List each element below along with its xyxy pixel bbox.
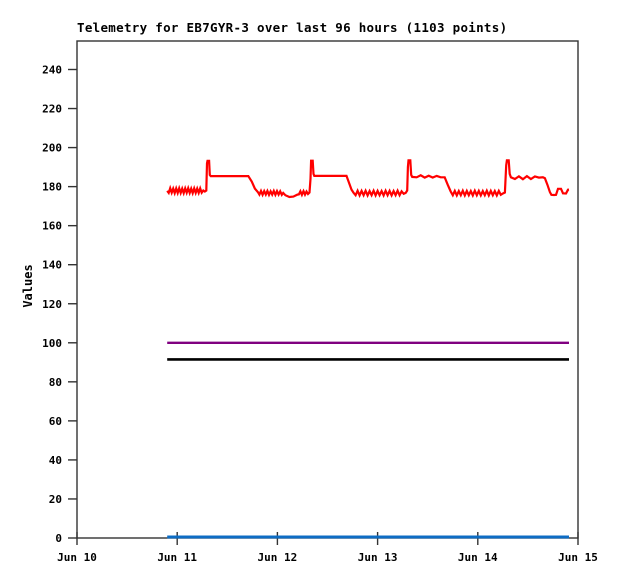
- y-tick-label: 20: [49, 493, 62, 506]
- y-tick-label: 140: [42, 259, 62, 272]
- y-tick-label: 180: [42, 181, 62, 194]
- x-tick-label: Jun 12: [258, 551, 298, 564]
- x-tick-label: Jun 11: [157, 551, 197, 564]
- x-tick-label: Jun 14: [458, 551, 498, 564]
- y-tick-label: 200: [42, 142, 62, 155]
- y-tick-label: 80: [49, 376, 62, 389]
- series-line-red-channel: [166, 159, 570, 199]
- x-tick-label: Jun 15: [558, 551, 598, 564]
- y-tick-label: 60: [49, 415, 62, 428]
- y-tick-label: 240: [42, 64, 62, 77]
- y-axis-label: Values: [21, 264, 35, 308]
- y-tick-label: 40: [49, 454, 62, 467]
- y-tick-label: 100: [42, 337, 62, 350]
- y-tick-label: 160: [42, 220, 62, 233]
- y-tick-label: 0: [55, 532, 62, 545]
- y-tick-label: 220: [42, 103, 62, 116]
- x-tick-label: Jun 10: [57, 551, 97, 564]
- chart-title: Telemetry for EB7GYR-3 over last 96 hour…: [77, 20, 508, 35]
- y-tick-label: 120: [42, 298, 62, 311]
- plot-frame: [76, 40, 579, 539]
- x-tick-label: Jun 13: [358, 551, 398, 564]
